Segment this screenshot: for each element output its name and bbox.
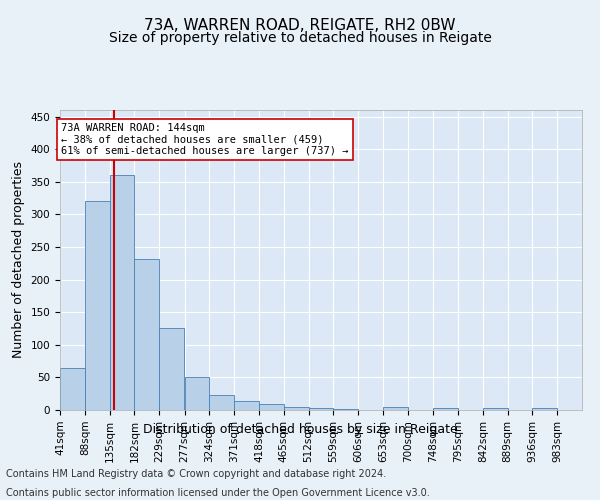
Y-axis label: Number of detached properties: Number of detached properties: [12, 162, 25, 358]
Bar: [433, 408, 458, 410]
Text: Distribution of detached houses by size in Reigate: Distribution of detached houses by size …: [143, 422, 457, 436]
Text: 73A WARREN ROAD: 144sqm
← 38% of detached houses are smaller (459)
61% of semi-d: 73A WARREN ROAD: 144sqm ← 38% of detache…: [61, 123, 349, 156]
Bar: [383, 408, 408, 410]
Bar: [284, 406, 308, 410]
Bar: [483, 408, 508, 410]
Bar: [209, 395, 234, 410]
Bar: [159, 328, 184, 410]
Bar: [110, 175, 134, 410]
Bar: [185, 378, 209, 410]
Bar: [134, 258, 159, 410]
Bar: [234, 401, 259, 410]
Text: Contains public sector information licensed under the Open Government Licence v3: Contains public sector information licen…: [6, 488, 430, 498]
Bar: [259, 404, 284, 410]
Bar: [85, 202, 110, 410]
Text: Size of property relative to detached houses in Reigate: Size of property relative to detached ho…: [109, 31, 491, 45]
Bar: [60, 368, 85, 410]
Bar: [308, 408, 334, 410]
Bar: [532, 408, 557, 410]
Text: Contains HM Land Registry data © Crown copyright and database right 2024.: Contains HM Land Registry data © Crown c…: [6, 469, 386, 479]
Text: 73A, WARREN ROAD, REIGATE, RH2 0BW: 73A, WARREN ROAD, REIGATE, RH2 0BW: [144, 18, 456, 32]
